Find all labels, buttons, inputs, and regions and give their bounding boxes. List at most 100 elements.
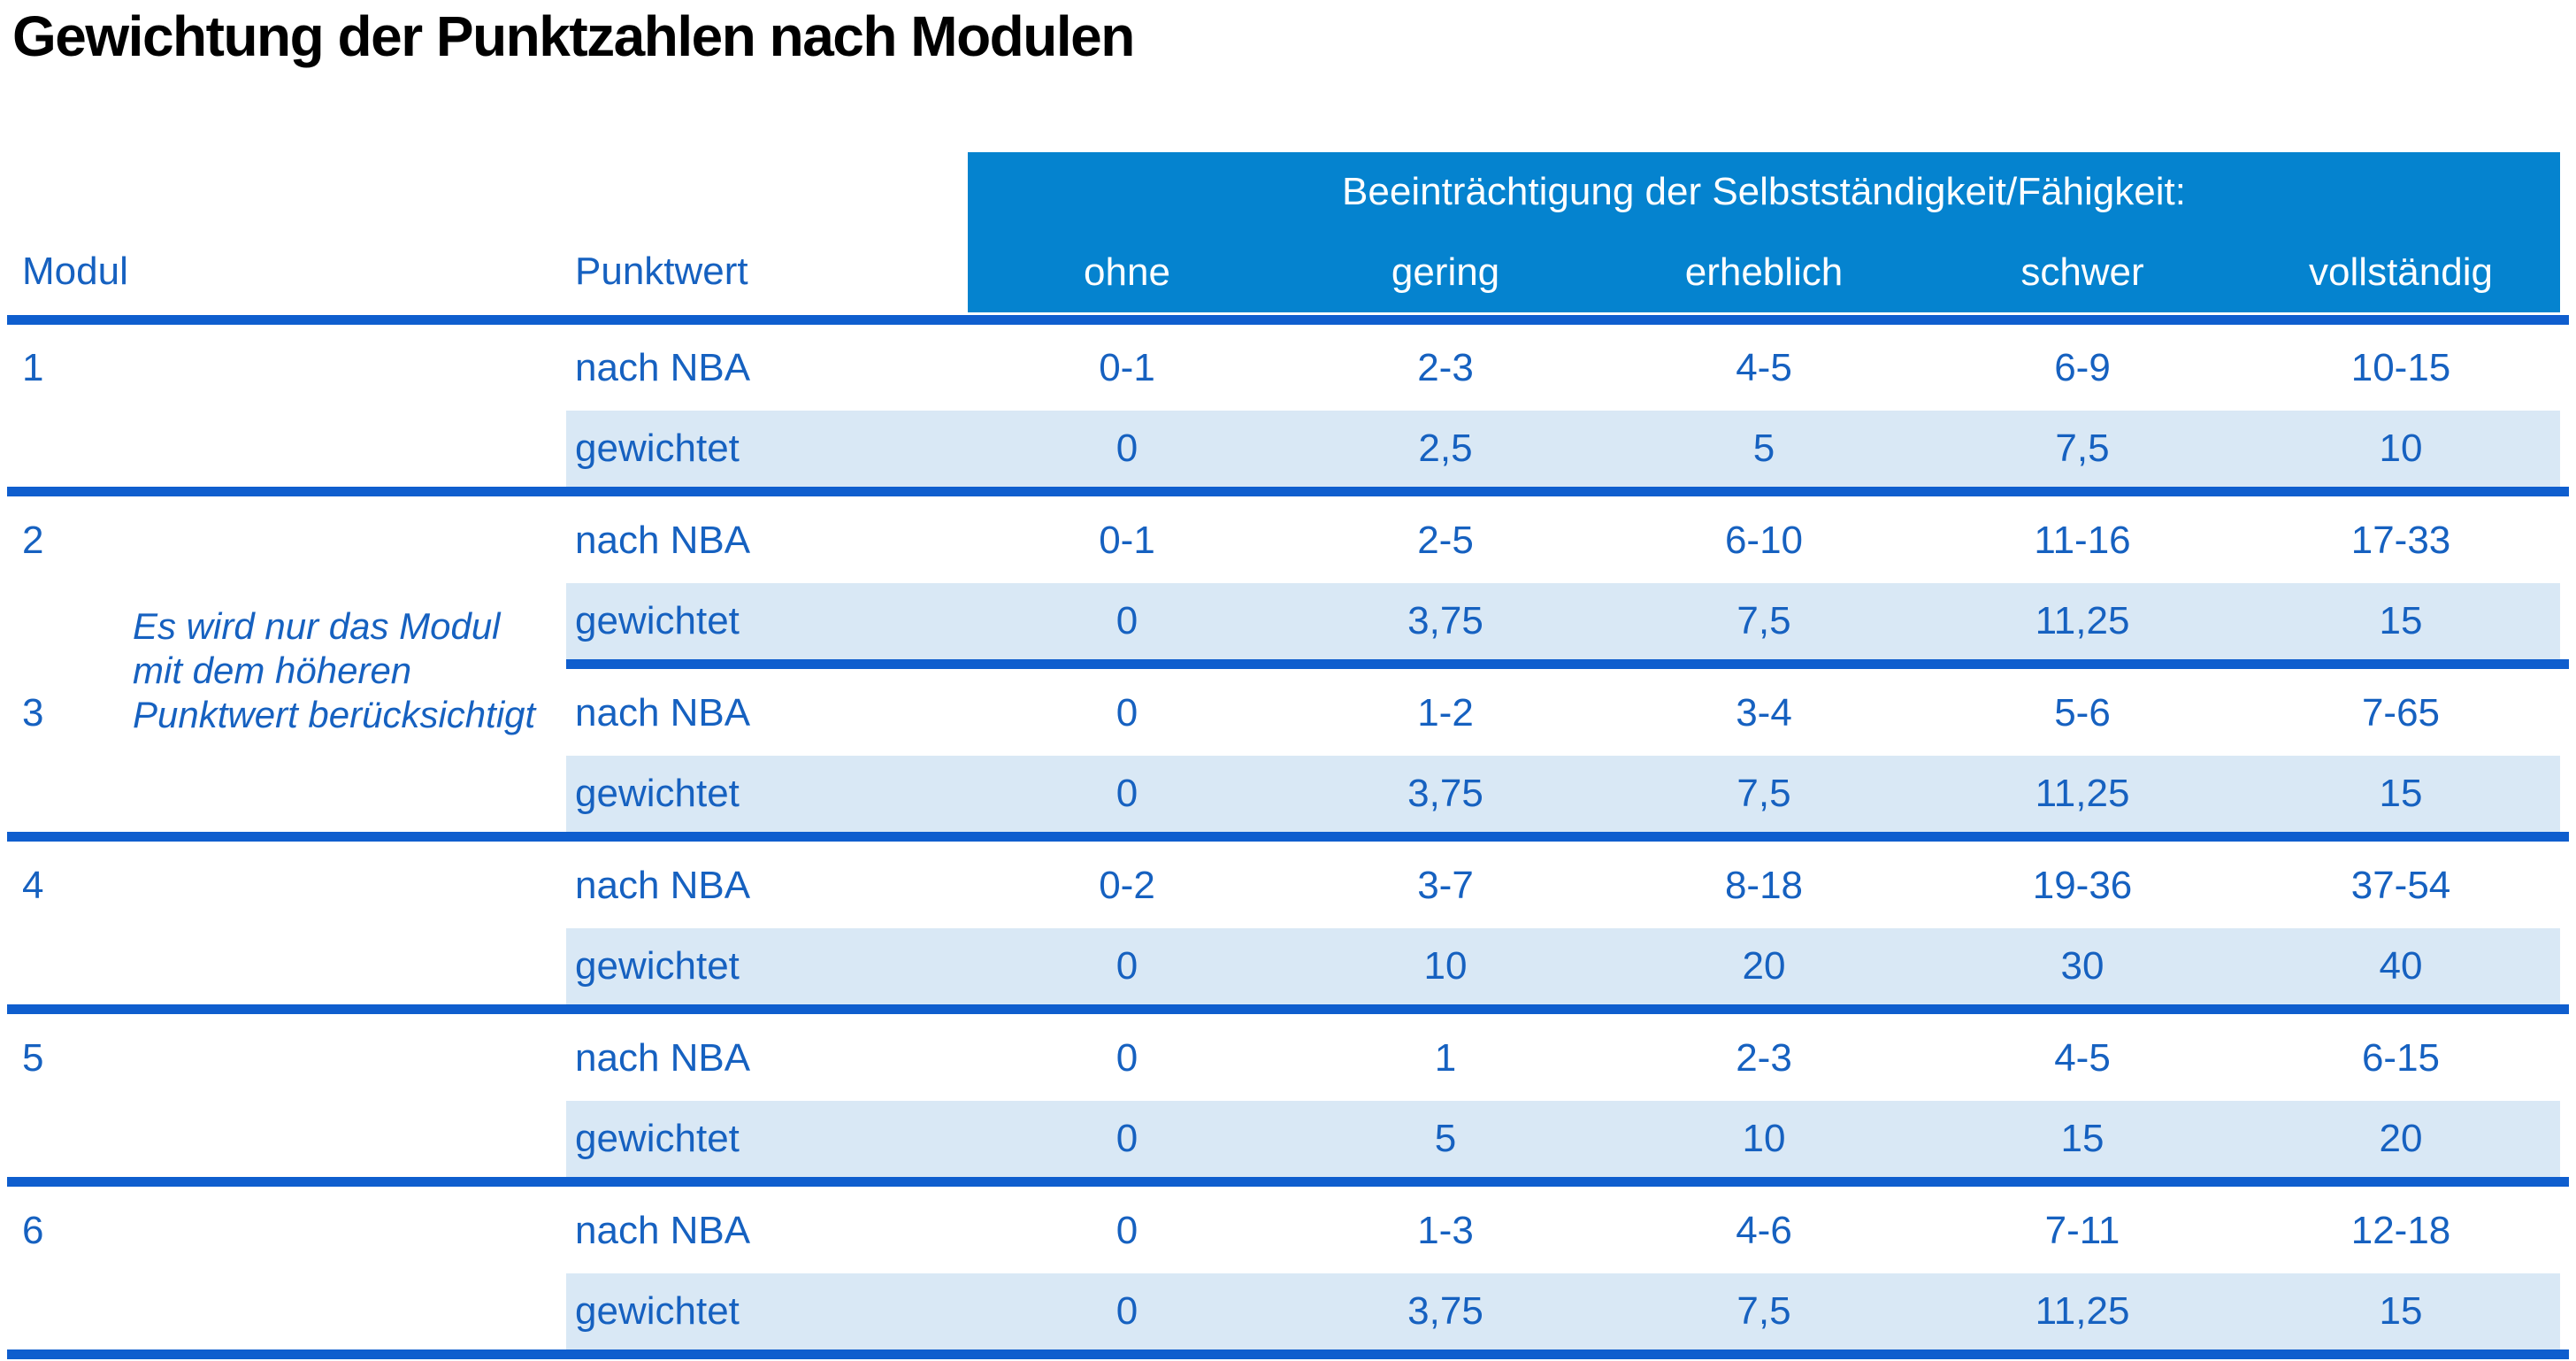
cell-value: 1-2 xyxy=(1417,690,1474,734)
cell-value: 11,25 xyxy=(1923,1273,2242,1349)
cell-value: 0 xyxy=(968,411,1286,487)
cell-value: 7,5 xyxy=(1605,1273,1923,1349)
cell-value: 15 xyxy=(2242,756,2560,832)
column-header-vollstaendig: vollständig xyxy=(2309,250,2493,294)
cell-value: 7,5 xyxy=(1605,756,1923,832)
cell-value: 20 xyxy=(1605,928,1923,1004)
cell-value: 6-10 xyxy=(1724,518,1804,562)
cell-value: 10 xyxy=(1286,928,1605,1004)
module-2-nba-row: 2 nach NBA 0-1 2-5 6-10 11-16 17-33 xyxy=(0,497,2560,583)
cell-value: 15 xyxy=(2242,1273,2560,1349)
cell-value: 3,75 xyxy=(1286,583,1605,659)
cell-value: 0-1 xyxy=(1099,518,1155,562)
module-divider-line-partial xyxy=(566,659,2569,669)
cell-value: 7-11 xyxy=(2044,1208,2120,1252)
cell-value: 0 xyxy=(968,1101,1286,1177)
module-6-nba-row: 6 nach NBA 0 1-3 4-6 7-11 12-18 xyxy=(0,1188,2560,1273)
page-title: Gewichtung der Punktzahlen nach Modulen xyxy=(12,4,1135,68)
module-number: 2 xyxy=(22,518,44,562)
cell-value: 7,5 xyxy=(1605,583,1923,659)
table-corner-headers: Modul Punktwert xyxy=(0,235,968,308)
header-divider-line xyxy=(7,315,2569,325)
cell-value: 3-7 xyxy=(1417,863,1474,907)
cell-value: 6-9 xyxy=(2054,345,2111,389)
module-group-3: 3 nach NBA 0 1-2 3-4 5-6 7-65 gewichtet … xyxy=(0,670,2576,842)
cell-value: 12-18 xyxy=(2350,1208,2451,1252)
module-number: 6 xyxy=(22,1208,44,1252)
cell-value: 20 xyxy=(2242,1101,2560,1177)
module-3-nba-row: 3 nach NBA 0 1-2 3-4 5-6 7-65 xyxy=(0,670,2560,756)
module-group-5: 5 nach NBA 0 1 2-3 4-5 6-15 gewichtet 0 … xyxy=(0,1015,2576,1188)
row-label-weighted: gewichtet xyxy=(566,928,968,1004)
module-3-weighted-row: gewichtet 0 3,75 7,5 11,25 15 xyxy=(0,756,2560,832)
row-label-nba: nach NBA xyxy=(575,518,751,562)
module-divider-line xyxy=(7,832,2569,842)
note-line: mit dem höheren xyxy=(133,650,412,691)
row-label-weighted: gewichtet xyxy=(566,756,968,832)
row-label-weighted: gewichtet xyxy=(566,583,968,659)
module-2-weighted-row: gewichtet 0 3,75 7,5 11,25 15 xyxy=(0,583,2560,659)
module-group-4: 4 nach NBA 0-2 3-7 8-18 19-36 37-54 gewi… xyxy=(0,842,2576,1015)
cell-value: 5 xyxy=(1286,1101,1605,1177)
cell-value: 4-6 xyxy=(1736,1208,1792,1252)
cell-value: 15 xyxy=(1923,1101,2242,1177)
cell-value: 0 xyxy=(968,928,1286,1004)
cell-value: 7-65 xyxy=(2361,690,2441,734)
module-number: 4 xyxy=(22,863,44,907)
cell-value: 5 xyxy=(1605,411,1923,487)
module-number-spacer xyxy=(0,1101,566,1177)
column-header-gering: gering xyxy=(1391,250,1500,294)
cell-value: 0-1 xyxy=(1099,345,1155,389)
module-1-nba-row: 1 nach NBA 0-1 2-3 4-5 6-9 10-15 xyxy=(0,325,2560,411)
note-line: Es wird nur das Modul xyxy=(133,605,501,647)
table-bottom-line xyxy=(7,1349,2569,1359)
column-header-schwer: schwer xyxy=(2020,250,2144,294)
module-divider-line xyxy=(7,487,2569,496)
cell-value: 4-5 xyxy=(1736,345,1792,389)
module-number: 5 xyxy=(22,1035,44,1080)
cell-value: 2,5 xyxy=(1286,411,1605,487)
cell-value: 3-4 xyxy=(1736,690,1792,734)
cell-value: 11-16 xyxy=(2034,518,2131,562)
row-label-weighted: gewichtet xyxy=(566,1273,968,1349)
module-number-spacer xyxy=(0,928,566,1004)
cell-value: 3,75 xyxy=(1286,756,1605,832)
severity-band-title-row: Beeinträchtigung der Selbstständigkeit/F… xyxy=(968,152,2560,232)
cell-value: 0 xyxy=(1116,1035,1138,1080)
module-number-spacer xyxy=(0,411,566,487)
cell-value: 2-3 xyxy=(1417,345,1474,389)
cell-value: 8-18 xyxy=(1724,863,1804,907)
row-label-nba: nach NBA xyxy=(575,345,751,389)
cell-value: 30 xyxy=(1923,928,2242,1004)
column-header-punktwert: Punktwert xyxy=(575,250,748,293)
cell-value: 0 xyxy=(968,756,1286,832)
note-line: Punktwert berücksichtigt xyxy=(133,694,536,735)
severity-header-band: Beeinträchtigung der Selbstständigkeit/F… xyxy=(968,152,2560,312)
module-number: 3 xyxy=(22,690,44,734)
column-header-erheblich: erheblich xyxy=(1684,250,1844,294)
row-label-weighted: gewichtet xyxy=(566,1101,968,1177)
cell-value: 0 xyxy=(1116,1208,1138,1252)
module-5-weighted-row: gewichtet 0 5 10 15 20 xyxy=(0,1101,2560,1177)
cell-value: 7,5 xyxy=(1923,411,2242,487)
module-group-1: 1 nach NBA 0-1 2-3 4-5 6-9 10-15 gewicht… xyxy=(0,325,2576,497)
modules-2-3-note: Es wird nur das Modul mit dem höheren Pu… xyxy=(133,604,610,737)
cell-value: 19-36 xyxy=(2032,863,2133,907)
module-1-weighted-row: gewichtet 0 2,5 5 7,5 10 xyxy=(0,411,2560,487)
cell-value: 2-5 xyxy=(1417,518,1474,562)
module-group-6: 6 nach NBA 0 1-3 4-6 7-11 12-18 gewichte… xyxy=(0,1188,2576,1360)
cell-value: 2-3 xyxy=(1736,1035,1792,1080)
cell-value: 15 xyxy=(2242,583,2560,659)
cell-value: 5-6 xyxy=(2054,690,2111,734)
module-5-nba-row: 5 nach NBA 0 1 2-3 4-5 6-15 xyxy=(0,1015,2560,1101)
module-number-spacer xyxy=(0,1273,566,1349)
cell-value: 0 xyxy=(968,583,1286,659)
module-4-weighted-row: gewichtet 0 10 20 30 40 xyxy=(0,928,2560,1004)
row-label-weighted: gewichtet xyxy=(566,411,968,487)
module-divider-line xyxy=(7,1177,2569,1187)
cell-value: 1-3 xyxy=(1417,1208,1474,1252)
row-label-nba: nach NBA xyxy=(575,1035,751,1080)
row-label-nba: nach NBA xyxy=(575,1208,751,1252)
cell-value: 0 xyxy=(1116,690,1138,734)
row-label-nba: nach NBA xyxy=(575,863,751,907)
